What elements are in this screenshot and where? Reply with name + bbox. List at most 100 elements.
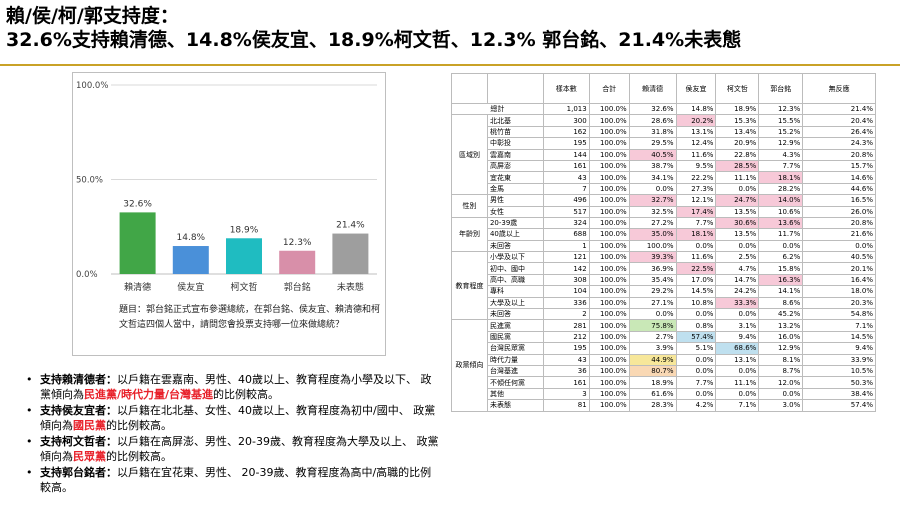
- finding-text: 以戶籍在宜花東、男性、 20-39歲、教育程度為高中/高職的比例較高。: [40, 466, 432, 494]
- table-row: 未回答 2 100.0% 0.0% 0.0% 0.0% 45.2% 54.8%: [452, 308, 876, 321]
- y-tick-label: 50.0%: [76, 176, 103, 186]
- title-line-2: 32.6%支持賴清德、14.8%侯友宜、18.9%柯文哲、12.3% 郭台銘、2…: [6, 29, 742, 51]
- x-tick-label: 郭台銘: [284, 281, 311, 293]
- table-cell: 20.2%: [675, 114, 717, 127]
- finding-text: 以戶籍在雲嘉南、男性、40歲以上、教育程度為小學及以下、 政黨傾向為: [40, 373, 432, 401]
- highlight-text: 民進黨/時代力量/台灣基進: [84, 388, 214, 401]
- table-row: 大學及以上 336 100.0% 27.1% 10.8% 33.3% 8.6% 20.3%: [452, 296, 876, 310]
- table-cell: 688: [542, 228, 590, 241]
- finding-text: 的比例較高。: [106, 450, 172, 463]
- finding-item: • 支持柯文哲者：以戶籍在高屏澎、男性、20-39歲、教育程度為大學及以上、 政黨…: [26, 434, 440, 464]
- table-cell: 18.1%: [758, 171, 804, 184]
- table-cell: 22.8%: [715, 148, 760, 161]
- question-caption: 題目：郭台銘正式宣布參選總統，在郭台銘、侯友宜、賴清德和柯文哲這四個人當中，請問…: [119, 305, 381, 330]
- table-cell: 324: [542, 216, 590, 230]
- column-header: 無反應: [802, 73, 876, 104]
- table-cell: 100.0%: [588, 194, 630, 207]
- highlight-text: 民眾黨: [73, 450, 106, 463]
- bullet-dot: •: [26, 466, 33, 479]
- finding-head: 支持柯文哲者：: [40, 435, 117, 448]
- row-label: 北北基: [486, 114, 544, 127]
- table-cell: 18.1%: [675, 228, 717, 241]
- table-cell: 100.0%: [588, 387, 630, 401]
- table-cell: 195: [542, 342, 590, 355]
- table-cell: 3.1%: [715, 319, 760, 332]
- finding-item: • 支持侯友宜者：以戶籍在北北基、女性、40歲以上、教育程度為初中/國中、 政黨傾…: [26, 403, 440, 433]
- table-cell: 44.9%: [628, 353, 677, 367]
- table-cell: 161: [542, 159, 590, 173]
- table-cell: 100.0%: [588, 364, 630, 378]
- table-cell: 3.0%: [758, 399, 804, 412]
- table-cell: 100.0%: [588, 330, 630, 344]
- table-cell: 3: [542, 387, 590, 401]
- table-cell: 0.0%: [675, 364, 717, 378]
- bar-chart-svg: 0.0% 50.0% 100.0% 32.6% 賴清德 14.8% 侯友宜 18.9% 柯文哲 1…: [76, 81, 377, 293]
- row-label: 民進黨: [486, 319, 544, 332]
- table-cell: 100.0%: [588, 148, 630, 161]
- table-row: 年齡別 20-39歲 324 100.0% 27.2% 7.7% 30.6% 13.6% 20.…: [451, 216, 876, 253]
- table-row: 台灣民眾黨 195 100.0% 3.9% 5.1% 68.6% 12.9% 9.4%: [452, 342, 876, 355]
- table-cell: 100.0%: [588, 399, 630, 412]
- table-cell: 21.6%: [802, 228, 876, 241]
- table-cell: 12.9%: [758, 137, 804, 150]
- table-cell: 20.4%: [802, 114, 876, 127]
- table-cell: 0.0%: [675, 387, 717, 401]
- table-cell: 100.0%: [588, 114, 630, 127]
- table-cell: 24.2%: [715, 285, 760, 298]
- table-cell: 57.4%: [675, 330, 717, 344]
- table-cell: 14.7%: [715, 273, 760, 287]
- table-cell: 100.0%: [588, 205, 630, 218]
- table-cell: 1: [542, 239, 590, 253]
- table-cell: 100.0%: [588, 262, 630, 275]
- table-cell: 36.9%: [628, 262, 677, 275]
- table-cell: 7.1%: [802, 319, 876, 332]
- table-row: 其他 3 100.0% 61.6% 0.0% 0.0% 0.0% 38.4%: [452, 387, 876, 401]
- group-label: 性別: [451, 194, 488, 218]
- y-tick-label: 100.0%: [76, 81, 108, 91]
- column-header: 樣本數: [542, 73, 590, 104]
- table-cell: 4.2%: [675, 399, 717, 412]
- finding-text: 的比例較高。: [213, 388, 280, 401]
- row-label: 宜花東: [486, 171, 544, 184]
- table-row: 金馬 7 100.0% 0.0% 27.3% 0.0% 28.2% 44.6%: [452, 182, 876, 196]
- x-tick-label: 柯文哲: [230, 281, 257, 293]
- table-cell: 34.1%: [628, 171, 677, 184]
- table-cell: 100.0%: [588, 137, 630, 150]
- table-cell: 36: [542, 364, 590, 378]
- finding-head: 支持郭台銘者：: [40, 466, 117, 479]
- bar-賴清德: [119, 212, 156, 274]
- table-cell: 39.3%: [628, 251, 677, 264]
- table-cell: 100.0%: [628, 239, 677, 253]
- table-cell: 18.9%: [628, 376, 677, 389]
- table-row: 國民黨 212 100.0% 2.7% 57.4% 9.4% 16.0% 14.5%: [452, 330, 876, 344]
- table-row: 宜花東 43 100.0% 34.1% 22.2% 11.1% 18.1% 14.6%: [452, 171, 876, 184]
- table-cell: 100.0%: [588, 308, 630, 321]
- finding-text: 的比例較高。: [106, 419, 172, 432]
- table-cell: 40.5%: [628, 148, 677, 161]
- table-cell: 100.0%: [588, 102, 630, 116]
- row-label: 40歲以上: [486, 228, 544, 241]
- table-cell: 100.0%: [588, 319, 630, 332]
- table-cell: 14.0%: [758, 194, 804, 207]
- slide-title: 賴/侯/柯/郭支持度： 32.6%支持賴清德、14.8%侯友宜、18.9%柯文哲…: [6, 4, 896, 52]
- table-cell: 35.0%: [628, 228, 677, 241]
- row-label: 其他: [486, 387, 544, 401]
- table-cell: 20.9%: [715, 137, 760, 150]
- table-cell: 2.5%: [715, 251, 760, 264]
- table-row: 桃竹苗 162 100.0% 31.8% 13.1% 13.4% 15.2% 26.4%: [452, 125, 876, 139]
- table-cell: 20.8%: [802, 216, 876, 230]
- table-cell: 162: [542, 125, 590, 139]
- table-cell: 68.6%: [715, 342, 760, 355]
- table-cell: 13.2%: [758, 319, 804, 332]
- table-cell: 29.2%: [628, 285, 677, 298]
- table-row: 性別 男性 496 100.0% 32.7% 12.1% 24.7% 14.0% 16.5%: [451, 194, 876, 218]
- row-label: 金馬: [486, 182, 544, 196]
- table-cell: 100.0%: [588, 376, 630, 389]
- table-cell: 33.3%: [715, 296, 760, 310]
- table-cell: 9.5%: [675, 159, 717, 173]
- table-cell: 121: [542, 251, 590, 264]
- table-cell: 2: [542, 308, 590, 321]
- table-cell: 9.4%: [715, 330, 760, 344]
- bar-未表態: [332, 233, 369, 274]
- table-cell: 7: [542, 182, 590, 196]
